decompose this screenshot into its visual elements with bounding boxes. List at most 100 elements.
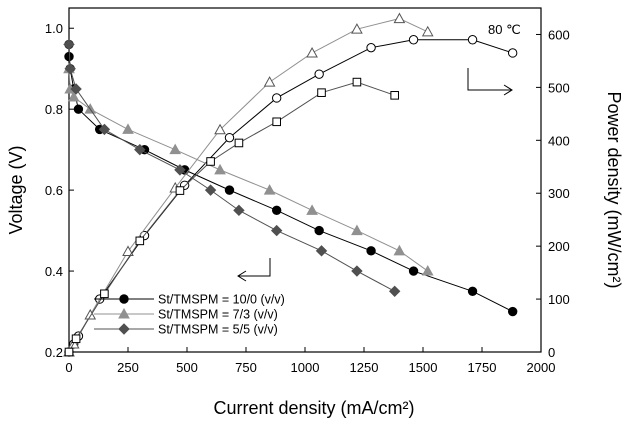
power-point [100, 289, 109, 299]
y-left-tick-label: 0.6 [45, 183, 63, 198]
power-point [175, 186, 185, 195]
voltage-point [366, 246, 376, 256]
voltage-point [467, 286, 478, 296]
power-point [271, 93, 282, 103]
voltage-point [214, 163, 226, 175]
power-line [68, 39, 513, 353]
series-1 [64, 35, 518, 357]
legend-label: St/TMSPM = 10/0 (v/v) [158, 293, 285, 307]
x-tick-label: 1250 [350, 360, 379, 375]
x-tick-label: 0 [65, 360, 72, 375]
power-point [390, 91, 399, 100]
power-point [467, 35, 478, 45]
voltage-point [134, 143, 146, 156]
power-point [393, 12, 406, 24]
voltage-point [63, 38, 75, 51]
y-axis-right-title: Power density (mW/cm²) [604, 91, 624, 288]
power-point [234, 138, 244, 148]
x-axis-title: Current density (mA/cm²) [213, 398, 414, 418]
legend-item-3: St/TMSPM = 5/5 (v/v) [94, 323, 278, 337]
voltage-point [314, 225, 324, 236]
voltage-line [68, 44, 395, 292]
y-right-tick-label: 600 [548, 27, 570, 42]
power-point [507, 48, 518, 58]
voltage-point [174, 164, 186, 176]
power-point [224, 132, 235, 143]
y-axis-right: 0 100 200 300 400 500 600 [536, 27, 570, 360]
power-point [408, 35, 419, 45]
x-tick-label: 1750 [468, 360, 497, 375]
x-tick-label: 750 [235, 360, 257, 375]
voltage-point [98, 123, 111, 136]
y-left-tick-label: 0.4 [45, 264, 63, 279]
legend-item-2: St/TMSPM = 7/3 (v/v) [94, 308, 278, 322]
power-point [366, 42, 376, 53]
power-point [64, 347, 74, 357]
voltage-point [204, 184, 217, 196]
y-right-tick-label: 500 [548, 80, 570, 95]
legend-marker [118, 307, 130, 319]
power-point [206, 157, 215, 166]
y-axis-left: 0.2 0.4 0.6 0.8 1.0 [45, 21, 74, 360]
voltage-point [421, 265, 434, 276]
temperature-annotation: 80 ℃ [488, 22, 521, 37]
y-right-tick-label: 200 [548, 239, 570, 254]
left-axis-arrow [238, 258, 271, 277]
series-layer [63, 12, 518, 357]
plot-border [68, 7, 542, 353]
voltage-point [64, 62, 76, 75]
y-right-tick-label: 100 [548, 292, 570, 307]
y-left-tick-label: 0.2 [45, 345, 63, 360]
voltage-point [351, 265, 363, 277]
x-axis: 0 250 500 750 1000 1250 1500 1750 2000 [65, 347, 555, 375]
legend-marker [118, 323, 130, 335]
y-right-tick-label: 300 [548, 186, 570, 201]
x-tick-label: 250 [117, 360, 139, 375]
voltage-point [351, 224, 363, 236]
right-axis-arrow [467, 68, 512, 91]
x-tick-label: 1500 [409, 360, 438, 375]
power-point [214, 123, 226, 135]
power-point [272, 117, 281, 127]
power-point [122, 245, 134, 256]
y-right-tick-label: 400 [548, 133, 570, 148]
legend-label: St/TMSPM = 5/5 (v/v) [158, 323, 278, 337]
voltage-point [270, 224, 283, 237]
legend-label: St/TMSPM = 7/3 (v/v) [158, 308, 278, 322]
voltage-point [263, 184, 276, 195]
power-point [421, 25, 434, 37]
voltage-point [224, 185, 235, 195]
power-point [84, 308, 97, 320]
power-point [317, 88, 326, 97]
voltage-point [271, 205, 282, 216]
voltage-point [408, 266, 419, 276]
power-point [352, 77, 362, 87]
voltage-point [169, 143, 182, 155]
voltage-point [233, 204, 245, 217]
y-right-tick-label: 0 [548, 345, 555, 360]
voltage-point [388, 285, 401, 298]
voltage-point [507, 306, 518, 317]
voltage-point [70, 83, 82, 95]
y-axis-left-title: Voltage (V) [6, 145, 26, 234]
power-point [306, 46, 318, 58]
voltage-point [122, 123, 134, 134]
x-tick-label: 500 [176, 360, 198, 375]
legend: St/TMSPM = 10/0 (v/v)St/TMSPM = 7/3 (v/v… [94, 293, 285, 337]
voltage-point [73, 104, 84, 114]
power-point [351, 23, 363, 34]
right-axis-arrow-head [503, 84, 513, 96]
y-left-tick-label: 1.0 [45, 21, 63, 36]
series-3 [63, 38, 401, 357]
voltage-point [67, 91, 80, 102]
plot-frame [68, 7, 542, 353]
x-tick-label: 1000 [291, 360, 320, 375]
x-tick-label: 2000 [527, 360, 556, 375]
voltage-line [68, 68, 429, 272]
power-point [71, 334, 81, 344]
left-axis-arrow-head [237, 270, 247, 282]
voltage-line [68, 44, 513, 312]
power-point [314, 69, 324, 79]
legend-item-1: St/TMSPM = 10/0 (v/v) [94, 293, 285, 307]
